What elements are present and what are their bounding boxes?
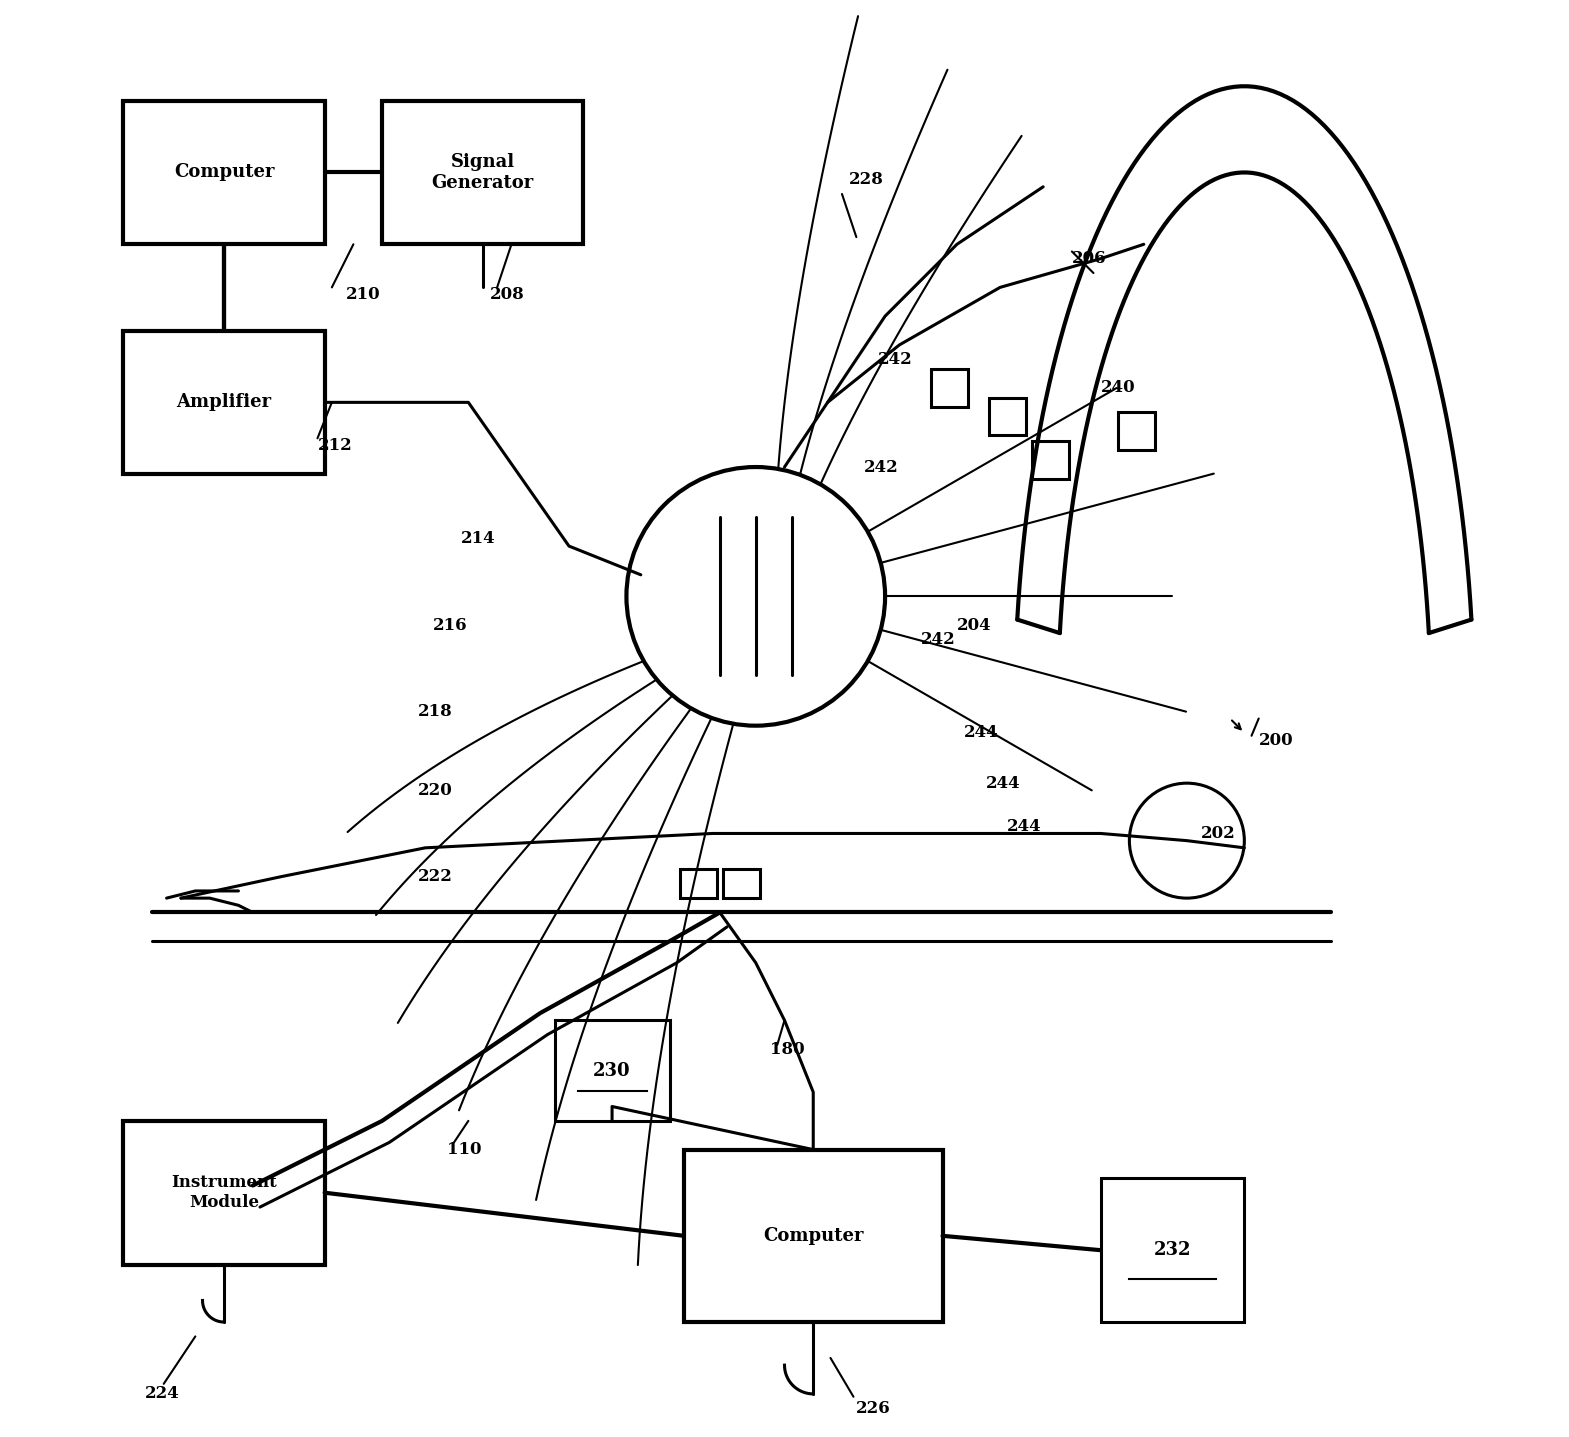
FancyBboxPatch shape bbox=[124, 331, 325, 474]
Text: 244: 244 bbox=[985, 775, 1020, 792]
FancyBboxPatch shape bbox=[723, 869, 759, 898]
FancyBboxPatch shape bbox=[930, 369, 968, 407]
Text: Computer: Computer bbox=[763, 1227, 863, 1244]
Text: 220: 220 bbox=[417, 782, 453, 799]
FancyBboxPatch shape bbox=[988, 398, 1026, 435]
FancyBboxPatch shape bbox=[124, 101, 325, 244]
Text: 218: 218 bbox=[417, 703, 453, 720]
Text: 210: 210 bbox=[347, 286, 381, 303]
Text: 214: 214 bbox=[461, 530, 496, 547]
Text: 244: 244 bbox=[1007, 818, 1042, 835]
FancyBboxPatch shape bbox=[1117, 412, 1155, 450]
Text: 200: 200 bbox=[1258, 731, 1293, 749]
Text: 244: 244 bbox=[963, 724, 999, 741]
Text: 232: 232 bbox=[1153, 1242, 1191, 1259]
FancyBboxPatch shape bbox=[554, 1020, 670, 1121]
Text: 224: 224 bbox=[144, 1385, 180, 1403]
FancyBboxPatch shape bbox=[1032, 441, 1068, 479]
Text: 226: 226 bbox=[857, 1400, 891, 1417]
FancyBboxPatch shape bbox=[684, 1150, 943, 1322]
Text: 242: 242 bbox=[921, 631, 956, 648]
FancyBboxPatch shape bbox=[679, 869, 717, 898]
Text: Amplifier: Amplifier bbox=[176, 394, 271, 411]
Text: 230: 230 bbox=[593, 1062, 631, 1079]
Text: Computer: Computer bbox=[174, 164, 275, 181]
Text: 222: 222 bbox=[417, 868, 453, 885]
Text: 228: 228 bbox=[849, 171, 883, 188]
Text: 242: 242 bbox=[879, 351, 913, 368]
Text: 242: 242 bbox=[863, 458, 899, 476]
Text: Instrument
Module: Instrument Module bbox=[171, 1174, 278, 1211]
Text: 202: 202 bbox=[1202, 825, 1236, 842]
FancyBboxPatch shape bbox=[383, 101, 584, 244]
Text: 180: 180 bbox=[770, 1040, 805, 1058]
Text: Signal
Generator: Signal Generator bbox=[431, 152, 533, 193]
Text: 206: 206 bbox=[1072, 250, 1106, 267]
Text: 216: 216 bbox=[433, 616, 468, 634]
Text: 204: 204 bbox=[957, 616, 992, 634]
FancyBboxPatch shape bbox=[1100, 1178, 1244, 1322]
FancyBboxPatch shape bbox=[124, 1121, 325, 1265]
Text: 208: 208 bbox=[490, 286, 524, 303]
Text: 212: 212 bbox=[317, 437, 351, 454]
Text: 240: 240 bbox=[1100, 379, 1136, 397]
Text: 110: 110 bbox=[447, 1141, 482, 1158]
